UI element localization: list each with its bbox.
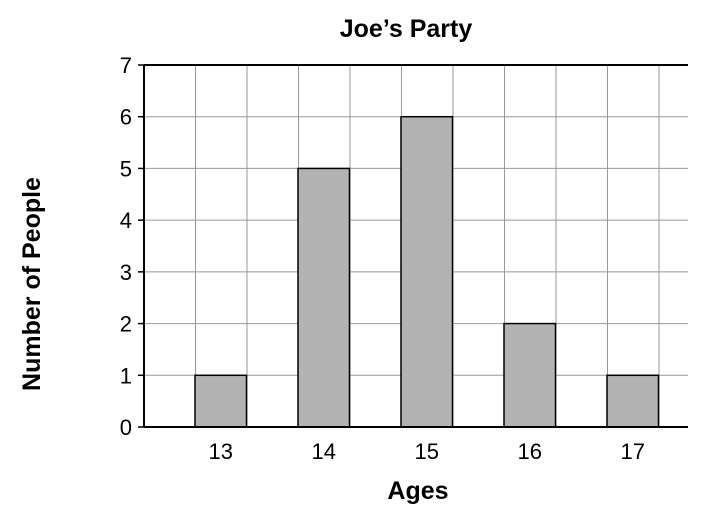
- y-axis-label: Number of People: [18, 177, 46, 391]
- x-tick-label: 17: [621, 439, 645, 464]
- axes: [138, 64, 688, 428]
- bar-16: [503, 322, 557, 428]
- y-tick-label: 1: [120, 363, 132, 388]
- x-tick-label: 16: [518, 439, 542, 464]
- y-tick-label: 4: [120, 208, 132, 233]
- x-tick-label: 14: [312, 439, 336, 464]
- chart-title: Joe’s Party: [340, 15, 473, 43]
- bar-17: [606, 374, 660, 428]
- y-tick-label: 6: [120, 105, 132, 130]
- bars: [194, 115, 660, 428]
- x-tick-label: 15: [415, 439, 439, 464]
- bar-14: [297, 167, 351, 428]
- bar-13: [194, 374, 248, 428]
- y-tick-labels: 0 1 2 3 4 5 6 7: [120, 53, 132, 440]
- x-tick-labels: 13 14 15 16 17: [209, 439, 645, 464]
- y-tick-label: 5: [120, 156, 132, 181]
- bar-15: [400, 115, 454, 428]
- x-axis-label: Ages: [387, 477, 448, 504]
- y-tick-label: 7: [120, 53, 132, 78]
- y-tick-label: 3: [120, 260, 132, 285]
- x-tick-label: 13: [209, 439, 233, 464]
- y-tick-label: 0: [120, 415, 132, 440]
- y-tick-label: 2: [120, 312, 132, 337]
